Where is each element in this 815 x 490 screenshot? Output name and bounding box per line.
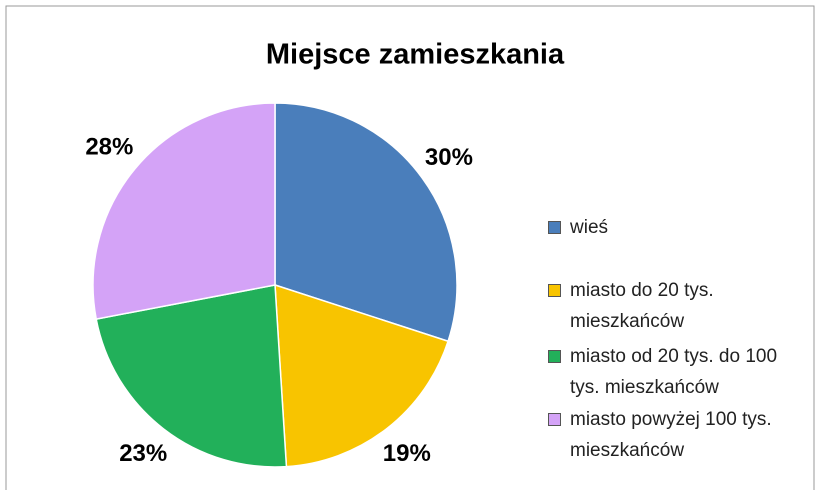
data-label: 30% <box>425 144 473 171</box>
pie-slice <box>274 283 450 468</box>
legend-label: miasto do 20 tys. mieszkańców <box>570 280 714 332</box>
legend-swatch <box>548 284 561 297</box>
data-label: 28% <box>85 133 133 160</box>
legend-swatch <box>548 221 561 234</box>
legend-label: wieś <box>570 217 609 238</box>
pie-slice <box>274 102 458 343</box>
legend-swatch <box>548 350 561 363</box>
legend-item: miasto do 20 tys. mieszkańców <box>548 275 798 337</box>
legend-label: miasto powyżej 100 tys. mieszkańców <box>570 409 772 461</box>
legend-label: miasto od 20 tys. do 100 tys. mieszkańcó… <box>570 346 778 398</box>
legend-item: miasto od 20 tys. do 100 tys. mieszkańcó… <box>548 341 798 403</box>
data-label: 23% <box>119 440 167 467</box>
data-label: 19% <box>383 440 431 467</box>
legend-item: wieś <box>548 212 798 243</box>
chart-title: Miejsce zamieszkania <box>266 39 565 71</box>
legend-swatch <box>548 413 561 426</box>
legend-item: miasto powyżej 100 tys. mieszkańców <box>548 404 798 466</box>
pie-slice <box>95 284 288 468</box>
pie-slice <box>92 102 276 320</box>
